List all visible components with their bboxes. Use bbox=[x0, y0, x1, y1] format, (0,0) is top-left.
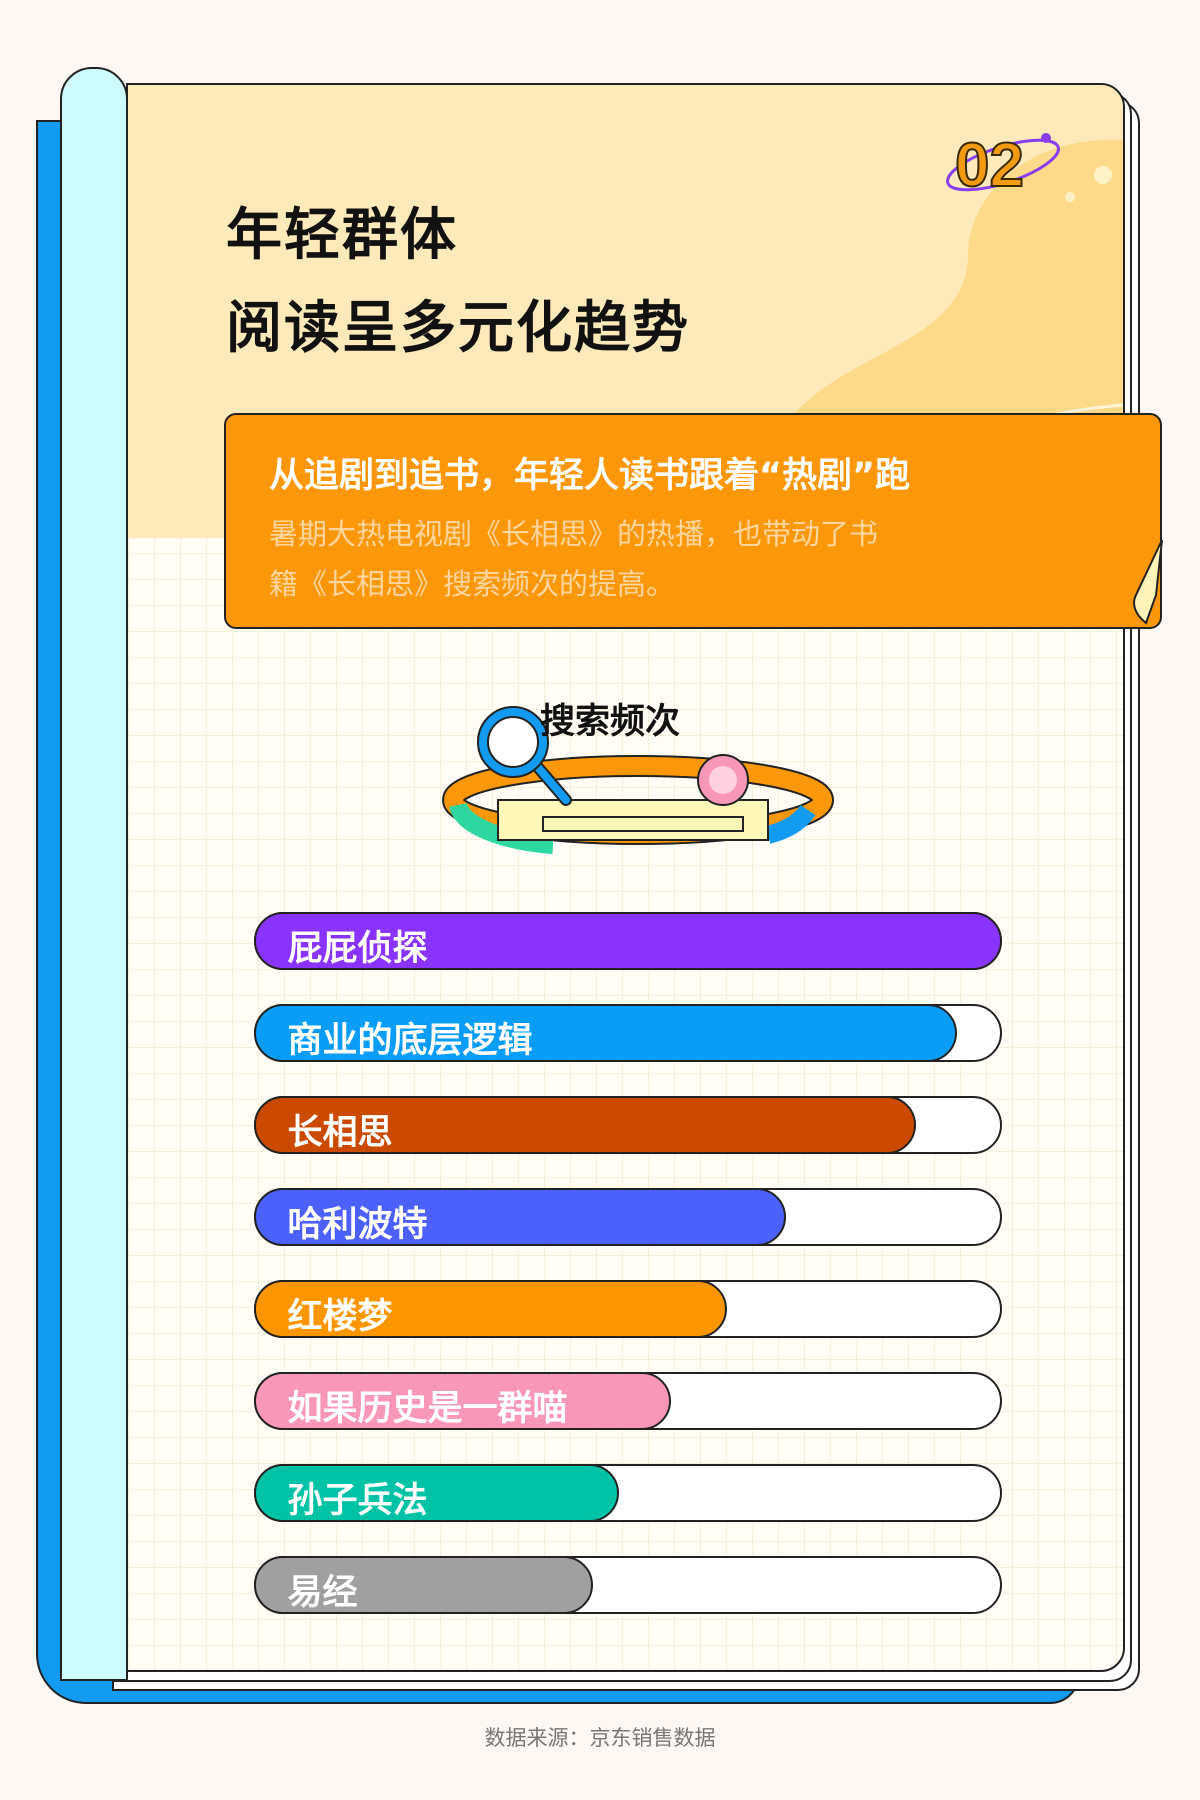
bar-track: 屁屁侦探 bbox=[253, 911, 1002, 970]
bar-track: 商业的底层逻辑 bbox=[253, 1003, 1002, 1062]
bar-label: 如果历史是一群喵 bbox=[287, 1388, 568, 1429]
bar-fill: 如果历史是一群喵 bbox=[253, 1371, 671, 1430]
bar-label: 红楼梦 bbox=[287, 1296, 393, 1337]
search-ring-illustration bbox=[442, 706, 834, 854]
bar-track: 易经 bbox=[253, 1555, 1002, 1614]
callout-body-line2: 籍《长相思》搜索频次的提高。 bbox=[269, 567, 676, 601]
bar-track: 哈利波特 bbox=[253, 1187, 1002, 1246]
bar-fill: 红楼梦 bbox=[253, 1279, 727, 1338]
bar-fill: 孙子兵法 bbox=[253, 1463, 619, 1522]
bar-label: 易经 bbox=[287, 1572, 358, 1613]
bar-fill: 易经 bbox=[253, 1555, 593, 1614]
page-title-line1: 年轻群体 bbox=[226, 203, 458, 268]
bar-track: 孙子兵法 bbox=[253, 1463, 1002, 1522]
bar-fill: 长相思 bbox=[253, 1095, 916, 1154]
chart-title: 搜索频次 bbox=[540, 702, 681, 742]
book-spine bbox=[60, 67, 128, 1681]
bar-track: 如果历史是一群喵 bbox=[253, 1371, 1002, 1430]
bar-fill: 商业的底层逻辑 bbox=[253, 1003, 957, 1062]
bar-label: 孙子兵法 bbox=[287, 1480, 428, 1521]
bar-label: 屁屁侦探 bbox=[287, 928, 428, 969]
bar-label: 哈利波特 bbox=[287, 1204, 428, 1245]
page-title-line2: 阅读呈多元化趋势 bbox=[226, 296, 690, 361]
bar-track: 长相思 bbox=[253, 1095, 1002, 1154]
callout-heading: 从追剧到追书，年轻人读书跟着“热剧”跑 bbox=[269, 456, 911, 496]
orbit-ring-icon bbox=[946, 133, 1060, 192]
bar-label: 长相思 bbox=[287, 1112, 393, 1153]
section-number: 02 bbox=[954, 130, 1025, 201]
bar-fill: 哈利波特 bbox=[253, 1187, 786, 1246]
bar-label: 商业的底层逻辑 bbox=[287, 1020, 533, 1061]
data-source-note: 数据来源：京东销售数据 bbox=[484, 1726, 716, 1750]
callout-body-line1: 暑期大热电视剧《长相思》的热播，也带动了书 bbox=[269, 517, 879, 551]
page-curl-icon bbox=[1133, 539, 1163, 625]
bar-track: 红楼梦 bbox=[253, 1279, 1002, 1338]
callout-box: 从追剧到追书，年轻人读书跟着“热剧”跑 暑期大热电视剧《长相思》的热播，也带动了… bbox=[224, 413, 1163, 629]
bar-fill: 屁屁侦探 bbox=[253, 911, 1002, 970]
